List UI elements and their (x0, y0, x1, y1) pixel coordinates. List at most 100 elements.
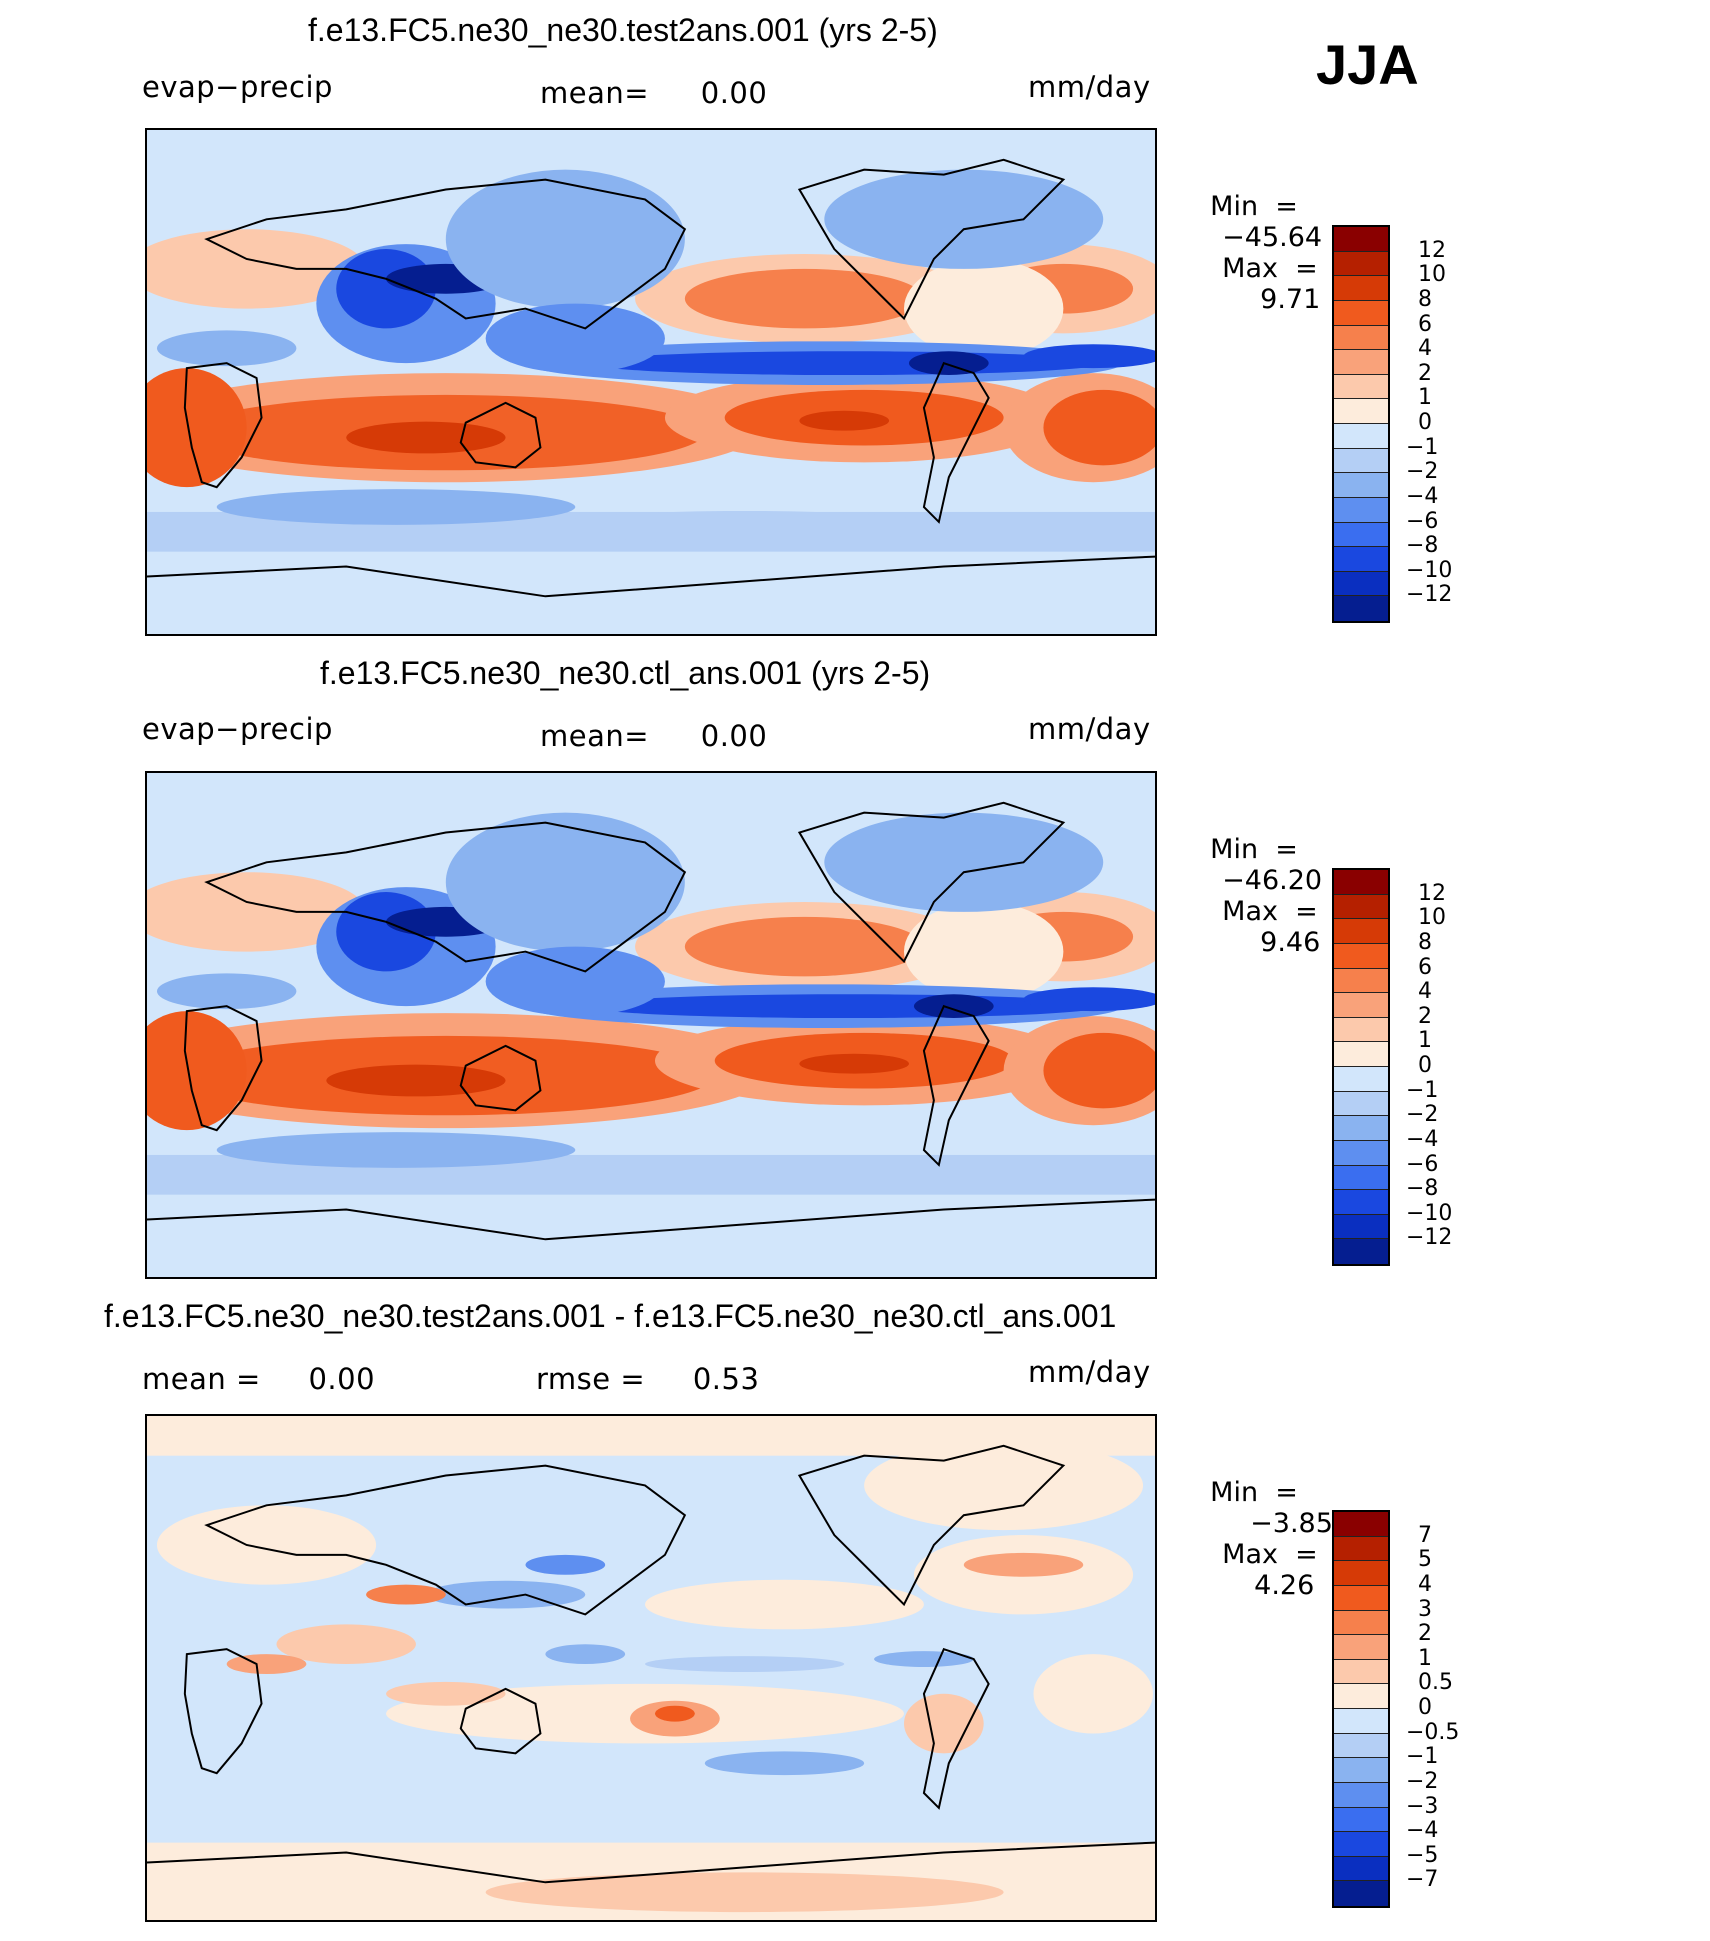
colorbar-tick-label: −4 (1406, 483, 1439, 509)
colorbar-tick-label: −5 (1406, 1842, 1439, 1868)
panel1-mean-label: mean= 0.00 (540, 76, 767, 110)
colorbar-swatch (1334, 1140, 1388, 1166)
colorbar-swatch (1334, 399, 1388, 424)
colorbar-swatch (1334, 1116, 1388, 1141)
panel2-units: mm/day (1028, 712, 1151, 746)
colorbar-tick-label: 6 (1418, 311, 1432, 337)
colorbar-tick-label: 5 (1418, 1547, 1432, 1573)
colorbar-swatch (1334, 473, 1388, 498)
colorbar-tick-label: 12 (1418, 880, 1446, 906)
colorbar-tick-label: 6 (1418, 954, 1432, 980)
panel2-max-key: Max = (1222, 896, 1318, 927)
colorbar-swatch (1334, 1807, 1388, 1833)
panel3-mean-value: 0.00 (308, 1362, 376, 1396)
colorbar-tick-label: −6 (1406, 1151, 1439, 1177)
panel2-minmax: Min = −46.20 Max = 9.46 (1193, 803, 1322, 958)
colorbar-swatch (1334, 547, 1388, 572)
colorbar-tick-label: 7 (1418, 1522, 1432, 1548)
colorbar-tick-label: −6 (1406, 508, 1439, 534)
colorbar-tick-label: 3 (1418, 1596, 1432, 1622)
colorbar-swatch (1334, 1733, 1388, 1759)
panel3-rmse-value: 0.53 (692, 1362, 760, 1396)
panel3-max-key: Max = (1222, 1539, 1318, 1570)
colorbar-tick-label: −12 (1406, 1225, 1453, 1251)
colorbar-tick-label: −0.5 (1406, 1719, 1460, 1745)
colorbar-swatch (1334, 227, 1388, 252)
colorbar-tick-label: 4 (1418, 1571, 1432, 1597)
colorbar-swatch (1334, 1042, 1388, 1067)
panel3-minmax: Min = −3.85 Max = 4.26 (1193, 1446, 1333, 1601)
colorbar-swatch (1334, 424, 1388, 449)
colorbar-swatch (1334, 325, 1388, 351)
colorbar-swatch (1334, 870, 1388, 895)
colorbar-swatch (1334, 968, 1388, 994)
colorbar-tick-label: 2 (1418, 1621, 1432, 1647)
colorbar-swatch (1334, 276, 1388, 301)
colorbar-swatch (1334, 374, 1388, 400)
panel1-units: mm/day (1028, 70, 1151, 104)
panel1-min-value: −45.64 (1222, 222, 1323, 253)
panel1-mean-value: 0.00 (700, 76, 768, 110)
panel1-title: f.e13.FC5.ne30_ne30.test2ans.001 (yrs 2-… (308, 12, 938, 48)
colorbar-tick-label: 0 (1418, 1695, 1432, 1720)
colorbar-swatch (1334, 1536, 1388, 1562)
colorbar-tick-label: 10 (1418, 905, 1446, 931)
panel2-mean-value: 0.00 (700, 719, 768, 753)
colorbar-tick-label: −1 (1406, 434, 1439, 460)
colorbar-swatch (1334, 300, 1388, 326)
panel2-min-key: Min = (1210, 834, 1298, 865)
colorbar-tick-label: 1 (1418, 1645, 1432, 1671)
colorbar-swatch (1334, 919, 1388, 944)
panel3-min-value: −3.85 (1250, 1508, 1333, 1539)
colorbar-swatch (1334, 497, 1388, 523)
colorbar-swatch (1334, 1832, 1388, 1857)
colorbar-tick-label: 0.5 (1418, 1670, 1453, 1696)
colorbar-swatch (1334, 1856, 1388, 1882)
colorbar-swatch (1334, 1512, 1388, 1537)
panel2-min-value: −46.20 (1222, 865, 1323, 896)
panel3-colorbar (1332, 1510, 1390, 1908)
colorbar-swatch (1334, 448, 1388, 474)
colorbar-swatch (1334, 1881, 1388, 1906)
colorbar-swatch (1334, 894, 1388, 920)
colorbar-swatch (1334, 1091, 1388, 1117)
colorbar-tick-label: 2 (1418, 360, 1432, 386)
panel1-min-key: Min = (1210, 191, 1298, 222)
colorbar-tick-label: −2 (1406, 1768, 1439, 1794)
colorbar-swatch (1334, 571, 1388, 597)
colorbar-tick-label: −3 (1406, 1793, 1439, 1819)
panel3-rmse-label: rmse = 0.53 (536, 1362, 759, 1396)
colorbar-tick-label: 4 (1418, 979, 1432, 1005)
colorbar-tick-label: 4 (1418, 336, 1432, 362)
panel3-mean-label: mean = 0.00 (142, 1362, 375, 1396)
panel3-min-key: Min = (1210, 1477, 1298, 1508)
colorbar-swatch (1334, 350, 1388, 375)
colorbar-tick-label: −12 (1406, 582, 1453, 608)
colorbar-swatch (1334, 1067, 1388, 1092)
colorbar-tick-label: −7 (1406, 1867, 1439, 1893)
colorbar-swatch (1334, 1190, 1388, 1215)
panel3-mean-key: mean = (142, 1362, 261, 1396)
panel1-mean-key: mean= (540, 76, 650, 110)
colorbar-tick-label: 8 (1418, 929, 1432, 955)
colorbar-swatch (1334, 943, 1388, 969)
panel1-map (145, 128, 1157, 636)
panel1-max-key: Max = (1222, 253, 1318, 284)
colorbar-tick-label: 0 (1418, 1053, 1432, 1078)
panel3-title: f.e13.FC5.ne30_ne30.test2ans.001 - f.e13… (104, 1298, 1117, 1334)
season-label: JJA (1316, 33, 1419, 96)
colorbar-tick-label: 0 (1418, 410, 1432, 435)
panel1-max-value: 9.71 (1260, 284, 1321, 315)
colorbar-swatch (1334, 1214, 1388, 1240)
panel2-map (145, 771, 1157, 1279)
panel2-title: f.e13.FC5.ne30_ne30.ctl_ans.001 (yrs 2-5… (320, 655, 931, 691)
colorbar-tick-label: −8 (1406, 1176, 1439, 1202)
colorbar-swatch (1334, 1165, 1388, 1191)
colorbar-swatch (1334, 1659, 1388, 1685)
panel3-max-value: 4.26 (1254, 1570, 1315, 1601)
colorbar-tick-label: −2 (1406, 459, 1439, 485)
panel3-map (145, 1414, 1157, 1922)
panel2-mean-key: mean= (540, 719, 650, 753)
colorbar-tick-label: 12 (1418, 237, 1446, 263)
panel1-minmax: Min = −45.64 Max = 9.71 (1193, 160, 1322, 315)
